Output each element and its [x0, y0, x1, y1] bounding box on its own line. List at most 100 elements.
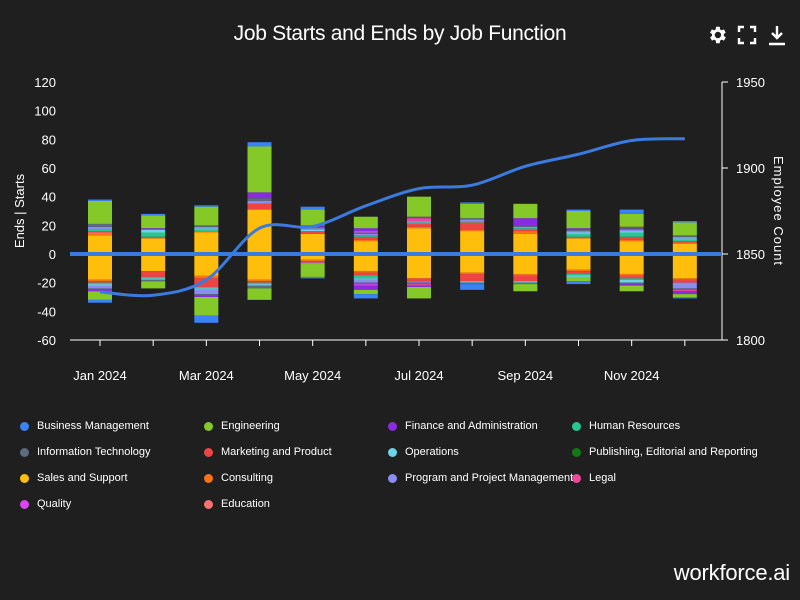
bar-start	[88, 226, 112, 230]
bar-start	[353, 228, 378, 232]
bar-start	[460, 231, 485, 254]
bar-end	[247, 282, 272, 285]
legend-label: Sales and Support	[37, 472, 128, 484]
bar-start	[566, 232, 591, 234]
bar-end	[194, 278, 219, 287]
bar-end	[672, 297, 697, 299]
bar-end	[300, 254, 325, 260]
legend-swatch	[20, 421, 29, 431]
bar-start	[300, 231, 325, 234]
settings-button[interactable]	[706, 22, 728, 48]
bar-end	[353, 272, 378, 276]
brand-name: workforce	[673, 560, 768, 585]
legend-item[interactable]: Operations	[388, 444, 572, 460]
legend-label: Marketing and Product	[221, 446, 332, 458]
bar-end	[247, 284, 272, 286]
bar-end	[407, 278, 431, 282]
bar-end	[88, 291, 112, 300]
bar-end	[141, 279, 166, 282]
legend-item[interactable]: Human Resources	[572, 418, 772, 434]
bar-end	[513, 284, 538, 292]
bar-start	[566, 211, 591, 229]
bar-start	[619, 209, 644, 214]
chart-title: Job Starts and Ends by Job Function	[233, 22, 567, 45]
bar-end	[141, 254, 166, 272]
legend-swatch	[204, 421, 213, 431]
bar-start	[194, 226, 219, 229]
legend-item[interactable]: Sales and Support	[20, 470, 204, 486]
bar-end	[247, 288, 272, 300]
bar-start	[194, 232, 219, 254]
bar-end	[619, 282, 644, 285]
legend-item[interactable]: Quality	[20, 496, 204, 512]
bar-end	[672, 289, 697, 292]
bar-start	[460, 218, 485, 220]
y-axis-left: 120 100 80 60 40 20 0 -20 -40 -60	[34, 75, 56, 348]
legend-item[interactable]: Program and Project Management	[388, 470, 574, 486]
bar-start	[194, 225, 219, 227]
bar-end	[353, 284, 378, 286]
legend-swatch	[388, 447, 397, 457]
bar-start	[353, 233, 378, 236]
bar-start	[672, 236, 697, 239]
legend-item[interactable]: Finance and Administration	[388, 418, 572, 434]
bar-start	[619, 228, 644, 230]
bar-end	[353, 279, 378, 283]
legend-label: Consulting	[221, 472, 273, 484]
x-tick-label: Mar 2024	[179, 368, 234, 383]
bar-end	[141, 271, 166, 277]
legend-item[interactable]: Publishing, Editorial and Reporting	[572, 444, 772, 460]
y-axis-left-label: Ends | Starts	[12, 173, 27, 248]
bar-start	[672, 235, 697, 237]
download-button[interactable]	[766, 22, 788, 48]
legend-label: Publishing, Editorial and Reporting	[589, 446, 758, 458]
legend-label: Engineering	[221, 420, 280, 432]
bar-start	[619, 231, 644, 233]
bar-end	[141, 276, 166, 279]
legend-item[interactable]: Information Technology	[20, 444, 204, 460]
bar-start	[619, 236, 644, 240]
bar-end	[407, 282, 431, 285]
bar-start	[353, 236, 378, 240]
bar-start	[300, 233, 325, 254]
bar-start	[672, 239, 697, 242]
bar-end	[672, 278, 697, 280]
bar-start	[672, 221, 697, 223]
legend-item[interactable]: Marketing and Product	[204, 444, 388, 460]
bar-start	[513, 233, 538, 254]
bar-start	[247, 198, 272, 201]
expand-icon	[737, 25, 757, 45]
legend-label: Program and Project Management	[405, 472, 574, 484]
bar-end	[672, 282, 697, 289]
legend-item[interactable]: Business Management	[20, 418, 204, 434]
employee-count-line	[99, 137, 685, 298]
bar-end	[194, 295, 219, 297]
x-tick-label: Nov 2024	[604, 368, 660, 383]
bar-start	[353, 241, 378, 254]
bar-start	[460, 202, 485, 204]
legend-swatch	[572, 473, 581, 483]
bar-end	[407, 284, 431, 286]
legend-swatch	[20, 499, 29, 509]
legend-item[interactable]: Legal	[572, 470, 772, 486]
bar-end	[353, 285, 378, 290]
bar-end	[619, 285, 644, 292]
bar-end	[300, 276, 325, 279]
legend-item[interactable]: Engineering	[204, 418, 388, 434]
y-tick-label: -40	[37, 304, 56, 319]
bar-end	[566, 271, 591, 275]
bar-start	[141, 215, 166, 229]
legend-item[interactable]: Consulting	[204, 470, 388, 486]
y2-tick-label: 1900	[736, 161, 765, 176]
y-axis-right: 1950 1900 1850 1800	[721, 75, 765, 348]
bar-start	[619, 229, 644, 232]
fullscreen-button[interactable]	[736, 22, 758, 48]
gear-icon	[710, 26, 726, 44]
legend-label: Education	[221, 498, 270, 510]
bar-end	[353, 275, 378, 279]
bar-end	[513, 274, 538, 276]
legend-item[interactable]: Education	[204, 496, 388, 512]
legend-swatch	[204, 447, 213, 457]
bar-start	[407, 218, 431, 222]
y-tick-label: 0	[49, 247, 56, 262]
